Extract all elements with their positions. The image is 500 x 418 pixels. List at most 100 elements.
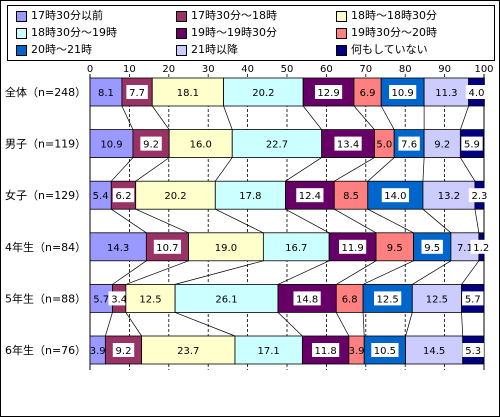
connector-line xyxy=(334,208,377,234)
x-tick-label: 80 xyxy=(399,64,412,75)
data-label-box xyxy=(293,291,321,306)
bar-segment xyxy=(411,283,462,313)
data-label-box xyxy=(462,291,484,306)
connector-line xyxy=(151,105,170,130)
connector-line xyxy=(353,105,375,130)
connector-line xyxy=(460,105,469,130)
bar-segment xyxy=(132,129,170,159)
data-label: 3.4 xyxy=(111,294,127,305)
data-label: 10.7 xyxy=(156,243,178,254)
connector-line xyxy=(277,312,303,337)
legend-swatch xyxy=(336,45,347,56)
data-label: 7.6 xyxy=(401,140,417,151)
legend-swatch xyxy=(16,11,27,22)
data-label: 11.8 xyxy=(314,346,336,357)
connector-line xyxy=(422,157,425,182)
bar-segment xyxy=(151,77,224,107)
legend-label: 20時～21時 xyxy=(31,43,92,56)
x-tick-label: 30 xyxy=(202,64,215,75)
x-tick-label: 40 xyxy=(241,64,254,75)
legend-label: 何もしていない xyxy=(351,43,428,56)
data-label-box xyxy=(339,239,367,254)
data-label: 6.2 xyxy=(116,191,132,202)
connector-line xyxy=(125,260,189,285)
x-tick-label: 90 xyxy=(438,64,451,75)
connector-line xyxy=(367,208,414,234)
connector-line xyxy=(412,260,452,285)
connector-line xyxy=(215,208,264,234)
data-label: 9.2 xyxy=(143,140,159,151)
data-label: 11.3 xyxy=(435,88,457,99)
bar-segment xyxy=(353,77,382,107)
bar-segment xyxy=(125,283,176,313)
bar-segment xyxy=(423,129,461,159)
legend-label: 19時30分～20時 xyxy=(351,26,437,39)
data-label-box xyxy=(112,188,135,203)
connector-line xyxy=(105,312,113,337)
legend-label: 19時～19時30分 xyxy=(191,26,277,39)
data-label: 17.8 xyxy=(239,191,261,202)
data-label: 5.7 xyxy=(93,294,109,305)
data-label: 9.5 xyxy=(387,243,403,254)
legend-label: 18時～18時30分 xyxy=(351,9,437,22)
x-tick-label: 20 xyxy=(162,64,175,75)
connector-line xyxy=(112,260,147,285)
data-label: 10.5 xyxy=(374,346,396,357)
data-label: 16.0 xyxy=(190,140,212,151)
legend-label: 18時30分～19時 xyxy=(31,26,117,39)
data-label: 5.3 xyxy=(465,346,481,357)
data-label-box xyxy=(461,136,483,151)
data-label: 12.5 xyxy=(426,294,448,305)
data-label: 3.9 xyxy=(90,346,106,357)
x-tick-label: 10 xyxy=(123,64,136,75)
connector-line xyxy=(285,208,330,234)
connector-line xyxy=(461,312,464,337)
data-label-box xyxy=(108,291,130,306)
legend-label: 17時30分～18時 xyxy=(191,9,277,22)
data-label: 8.5 xyxy=(343,191,359,202)
legend-swatch xyxy=(176,28,187,39)
bar-segment xyxy=(89,232,147,262)
connector-line xyxy=(302,105,322,130)
connector-line xyxy=(474,209,480,233)
data-label: 3.9 xyxy=(349,346,365,357)
x-tick-label: 100 xyxy=(474,64,493,75)
connector-line xyxy=(334,157,375,182)
data-label: 5.9 xyxy=(464,140,480,151)
connector-line xyxy=(285,157,322,182)
data-label: 19.0 xyxy=(215,243,237,254)
bar-segment xyxy=(423,77,470,107)
data-label: 13.4 xyxy=(337,140,359,151)
data-label: 5.0 xyxy=(376,140,392,151)
connector-line xyxy=(215,157,233,182)
data-label: 26.1 xyxy=(215,294,237,305)
bar-segment xyxy=(333,180,369,210)
data-label: 11.9 xyxy=(341,243,363,254)
connector-line xyxy=(362,260,414,285)
data-label-box xyxy=(465,85,488,99)
data-label-box xyxy=(296,188,324,203)
connector-line xyxy=(111,208,147,234)
data-label-box xyxy=(140,136,162,151)
data-label: 22.7 xyxy=(266,140,288,151)
legend-label: 17時30分以前 xyxy=(31,9,103,22)
data-label-box xyxy=(312,343,340,357)
legend-swatch xyxy=(336,11,347,22)
connector-line xyxy=(367,157,395,182)
connector-line xyxy=(335,312,350,337)
bar-segment xyxy=(89,77,123,107)
data-label: 10.9 xyxy=(392,88,414,99)
data-label: 2.3 xyxy=(472,191,488,202)
connector-line xyxy=(175,260,264,285)
data-label-box xyxy=(334,136,362,151)
legend: 17時30分以前 17時30分～18時 18時～18時30分 18時30分～19時 19… xyxy=(7,5,495,61)
legend-swatch xyxy=(16,45,27,56)
category-label: 4年生（n=84） xyxy=(5,240,86,254)
data-label: 20.2 xyxy=(164,191,186,202)
data-label: 9.2 xyxy=(116,346,132,357)
connector-line xyxy=(277,260,330,285)
legend-swatch xyxy=(336,28,347,39)
data-label-box xyxy=(389,85,417,99)
data-label-box xyxy=(314,85,343,99)
